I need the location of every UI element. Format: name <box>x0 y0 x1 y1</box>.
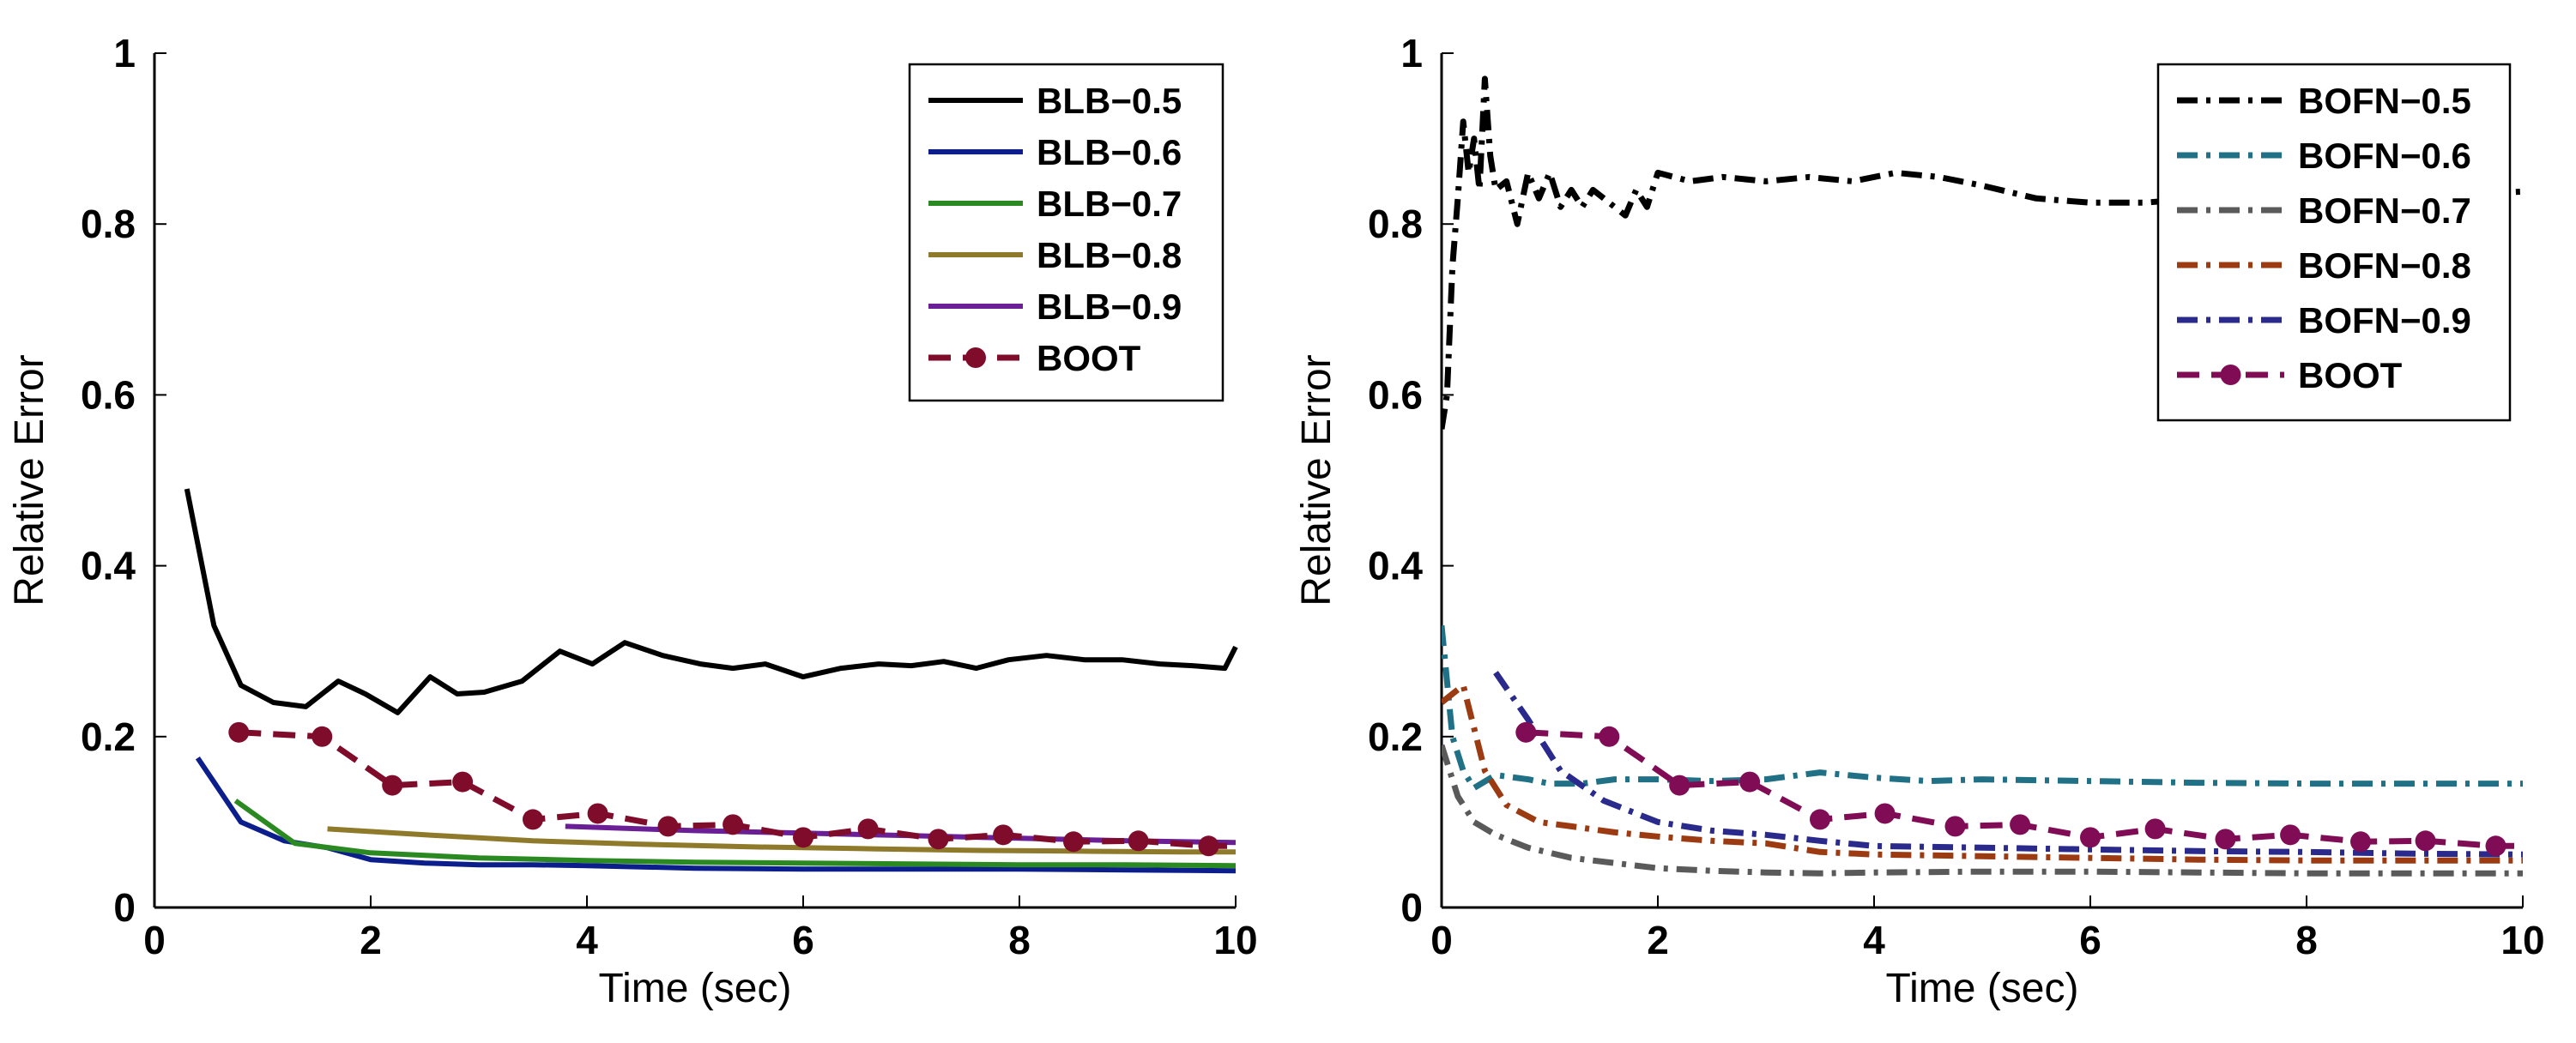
data-point <box>1198 835 1219 857</box>
legend-label: BLB−0.8 <box>1037 235 1182 275</box>
data-point <box>2415 830 2436 852</box>
x-tick-label: 8 <box>2295 918 2318 962</box>
x-tick-label: 0 <box>143 918 166 962</box>
x-tick-label: 6 <box>792 918 814 962</box>
legend: BOFN−0.5 BOFN−0.6 BOFN−0.7 BOFN−0.8 BOFN−0.9… <box>2156 63 2512 422</box>
x-tick-label: 10 <box>2500 918 2544 962</box>
series-line-bofn-0-6 <box>1442 624 2523 792</box>
legend-label: BOFN−0.5 <box>2298 81 2471 121</box>
data-point <box>311 726 333 747</box>
y-tick-label: 0.2 <box>81 714 136 759</box>
legend-label: BOFN−0.9 <box>2298 300 2471 341</box>
series-line-bofn-0-7 <box>1442 744 2523 877</box>
x-tick-label: 8 <box>1008 918 1031 962</box>
y-tick-label: 0 <box>1400 885 1423 930</box>
x-tick-label: 0 <box>1430 918 1453 962</box>
data-point <box>2080 827 2101 848</box>
x-axis-label: Time (sec) <box>1886 966 2079 1011</box>
x-tick-label: 4 <box>576 918 598 962</box>
series-line-bofn-0-9 <box>1493 671 2524 858</box>
x-tick-label: 2 <box>1647 918 1669 962</box>
plot-area <box>184 488 1238 874</box>
data-point <box>1063 831 1084 853</box>
data-point <box>228 721 250 743</box>
legend: BLB−0.5 BLB−0.6 BLB−0.7 BLB−0.8 BLB−0.9 BOOT <box>908 63 1225 402</box>
data-point <box>1128 830 1149 852</box>
legend-label: BLB−0.9 <box>1037 286 1182 327</box>
data-point <box>2280 824 2301 846</box>
chart-right: 0 2 4 6 8 10 0 0.2 0.4 0.6 0.8 1 Time (sec) Relative … <box>1294 31 2545 1011</box>
data-point <box>723 814 744 835</box>
legend-label: BLB−0.5 <box>1037 81 1182 121</box>
y-tick-label: 0 <box>113 885 136 930</box>
data-point <box>2144 818 2166 840</box>
data-point <box>1874 803 1896 824</box>
data-point <box>1739 771 1761 793</box>
data-point <box>382 775 403 796</box>
legend-box <box>2156 63 2512 422</box>
series-line-blb-0-5 <box>184 488 1238 715</box>
legend-label: BOFN−0.6 <box>2298 136 2471 176</box>
x-tick-label: 6 <box>2079 918 2101 962</box>
chart-left: 0 2 4 6 8 10 0 0.2 0.4 0.6 0.8 1 Time (sec) Relative … <box>7 31 1258 1011</box>
legend-label: BOOT <box>2298 355 2403 395</box>
series-line-blb-0-7 <box>233 799 1237 869</box>
plot-area <box>1442 75 2524 877</box>
data-point <box>657 816 679 837</box>
legend-label: BOFN−0.8 <box>2298 245 2471 286</box>
data-point <box>587 803 608 824</box>
legend-label: BOFN−0.7 <box>2298 190 2471 231</box>
data-point <box>1944 816 1966 837</box>
legend-label: BOOT <box>1037 338 1141 378</box>
data-point <box>793 827 813 848</box>
data-point <box>2010 814 2031 835</box>
y-tick-label: 1 <box>1400 31 1423 75</box>
data-point <box>1515 721 1537 743</box>
y-tick-label: 0.4 <box>1368 544 1423 588</box>
data-point <box>2215 829 2236 850</box>
data-point <box>2350 831 2371 853</box>
data-point <box>1810 809 1830 830</box>
x-axis-label: Time (sec) <box>599 966 792 1011</box>
legend-label: BLB−0.7 <box>1037 184 1182 224</box>
legend-marker <box>2220 365 2241 385</box>
data-point <box>993 824 1014 846</box>
y-tick-label: 0.4 <box>81 544 136 588</box>
series-line-boot <box>1526 729 2523 849</box>
x-tick-label: 10 <box>1213 918 1257 962</box>
y-tick-label: 0.6 <box>81 372 136 417</box>
legend-marker <box>965 347 986 368</box>
x-tick-label: 4 <box>1863 918 1885 962</box>
data-point <box>1669 775 1690 796</box>
y-tick-label: 0.8 <box>81 202 136 246</box>
data-point <box>523 809 543 830</box>
legend-box <box>908 63 1225 402</box>
series-line-boot <box>239 729 1236 849</box>
y-tick-label: 1 <box>113 31 136 75</box>
y-tick-label: 0.8 <box>1368 202 1423 246</box>
y-axis-label: Relative Error <box>7 354 52 606</box>
data-point <box>452 771 474 793</box>
y-tick-label: 0.2 <box>1368 714 1423 759</box>
data-point <box>857 818 879 840</box>
y-tick-label: 0.6 <box>1368 372 1423 417</box>
data-point <box>928 829 949 850</box>
series-line-bofn-0-8 <box>1442 682 2523 864</box>
legend-label: BLB−0.6 <box>1037 132 1182 172</box>
series-line-bofn-0-5 <box>1442 75 2524 430</box>
data-point <box>1599 726 1620 747</box>
y-axis-label: Relative Error <box>1294 354 1339 606</box>
data-point <box>2485 835 2506 857</box>
x-tick-label: 2 <box>360 918 382 962</box>
